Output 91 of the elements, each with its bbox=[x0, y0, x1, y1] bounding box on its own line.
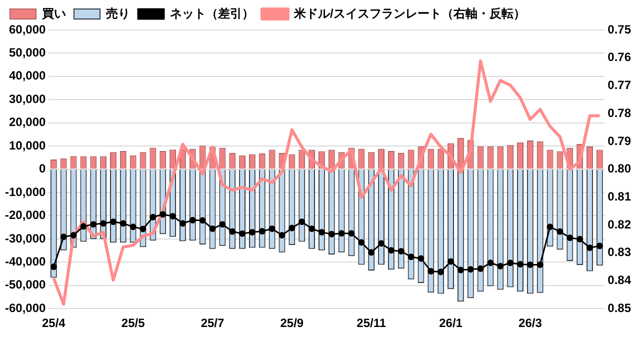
point bbox=[517, 261, 524, 268]
legend-label: 買い bbox=[41, 6, 66, 20]
y-tick-label: 60,000 bbox=[8, 22, 46, 36]
point bbox=[140, 226, 146, 232]
y-tick-label: 40,000 bbox=[8, 68, 46, 83]
y-tick-label: 50,000 bbox=[8, 46, 46, 60]
x-tick-label: 25/5 bbox=[121, 316, 146, 330]
point bbox=[388, 247, 394, 254]
point bbox=[219, 221, 226, 228]
y2-tick-label: 0.85 bbox=[608, 300, 632, 315]
point bbox=[278, 232, 286, 238]
point bbox=[160, 211, 166, 218]
y2-tick-label: 0.82 bbox=[608, 217, 632, 232]
x-tick-label: 25/11 bbox=[356, 316, 386, 330]
point bbox=[120, 220, 126, 227]
y2-tick-label: 0.83 bbox=[608, 245, 632, 260]
x-tick-label: 25/4 bbox=[42, 316, 66, 330]
point bbox=[209, 225, 216, 232]
y2-tick-label: 0.79 bbox=[608, 134, 632, 148]
point bbox=[60, 234, 67, 240]
point bbox=[70, 232, 77, 238]
point bbox=[110, 218, 116, 226]
point bbox=[418, 255, 424, 262]
point bbox=[199, 217, 206, 224]
point bbox=[248, 228, 256, 236]
point bbox=[566, 234, 574, 242]
x-tick-label: 25/7 bbox=[200, 316, 225, 330]
point bbox=[477, 265, 484, 272]
y2-tick-label: 0.81 bbox=[608, 189, 632, 204]
point bbox=[268, 225, 276, 232]
point bbox=[358, 239, 365, 246]
point bbox=[298, 218, 306, 226]
point bbox=[348, 230, 355, 237]
y2-tick-label: 0.84 bbox=[608, 273, 632, 288]
point bbox=[378, 240, 385, 247]
y2-tick-label: 0.80 bbox=[608, 162, 632, 176]
point bbox=[100, 220, 107, 227]
legend-label: 米ドル/スイスフランレート（右軸・反転） bbox=[293, 6, 526, 20]
y-tick-label: -50,000 bbox=[4, 278, 46, 292]
point bbox=[170, 212, 176, 220]
point bbox=[556, 228, 564, 235]
point bbox=[408, 254, 414, 260]
y-tick-label: 0 bbox=[39, 162, 46, 176]
y-tick-label: -60,000 bbox=[4, 300, 46, 315]
x-tick-label: 25/9 bbox=[280, 316, 304, 330]
y2-tick-label: 0.76 bbox=[608, 50, 632, 64]
point bbox=[457, 266, 464, 274]
point bbox=[398, 248, 404, 255]
point bbox=[368, 249, 375, 256]
y-tick-label: 10,000 bbox=[8, 138, 46, 152]
point bbox=[546, 224, 554, 230]
y-tick-label: -40,000 bbox=[4, 254, 46, 268]
legend-label: ネット（差引） bbox=[170, 6, 254, 20]
y-tick-label: -10,000 bbox=[4, 184, 46, 199]
x-tick-label: 26/1 bbox=[439, 316, 463, 330]
point bbox=[596, 242, 603, 250]
point bbox=[586, 244, 594, 252]
y2-tick-label: 0.78 bbox=[608, 106, 632, 120]
point bbox=[179, 220, 186, 227]
point bbox=[438, 268, 444, 276]
point bbox=[150, 214, 156, 220]
point bbox=[288, 224, 296, 232]
x-tick-label: 26/3 bbox=[518, 316, 542, 330]
point bbox=[239, 230, 246, 237]
y-tick-label: -30,000 bbox=[4, 231, 46, 246]
point bbox=[428, 268, 434, 274]
point bbox=[507, 260, 514, 266]
point bbox=[258, 228, 266, 235]
point bbox=[50, 264, 57, 270]
point bbox=[90, 221, 97, 228]
y2-tick-label: 0.75 bbox=[608, 22, 632, 36]
point bbox=[338, 230, 345, 237]
y2-tick-label: 0.77 bbox=[608, 78, 632, 92]
point bbox=[318, 228, 325, 236]
legend-label: 売り bbox=[106, 6, 130, 20]
point bbox=[497, 262, 504, 270]
point bbox=[467, 266, 474, 273]
point bbox=[80, 223, 87, 230]
y-tick-label: 20,000 bbox=[8, 115, 46, 130]
point bbox=[526, 261, 534, 268]
point bbox=[229, 228, 236, 235]
point bbox=[448, 258, 454, 265]
point bbox=[328, 230, 335, 238]
point bbox=[536, 261, 544, 268]
y-tick-label: 30,000 bbox=[8, 92, 46, 106]
point bbox=[576, 236, 584, 242]
point bbox=[487, 260, 494, 266]
point bbox=[130, 224, 136, 230]
point bbox=[308, 225, 316, 232]
point bbox=[189, 216, 196, 224]
y-tick-label: -20,000 bbox=[4, 208, 46, 222]
